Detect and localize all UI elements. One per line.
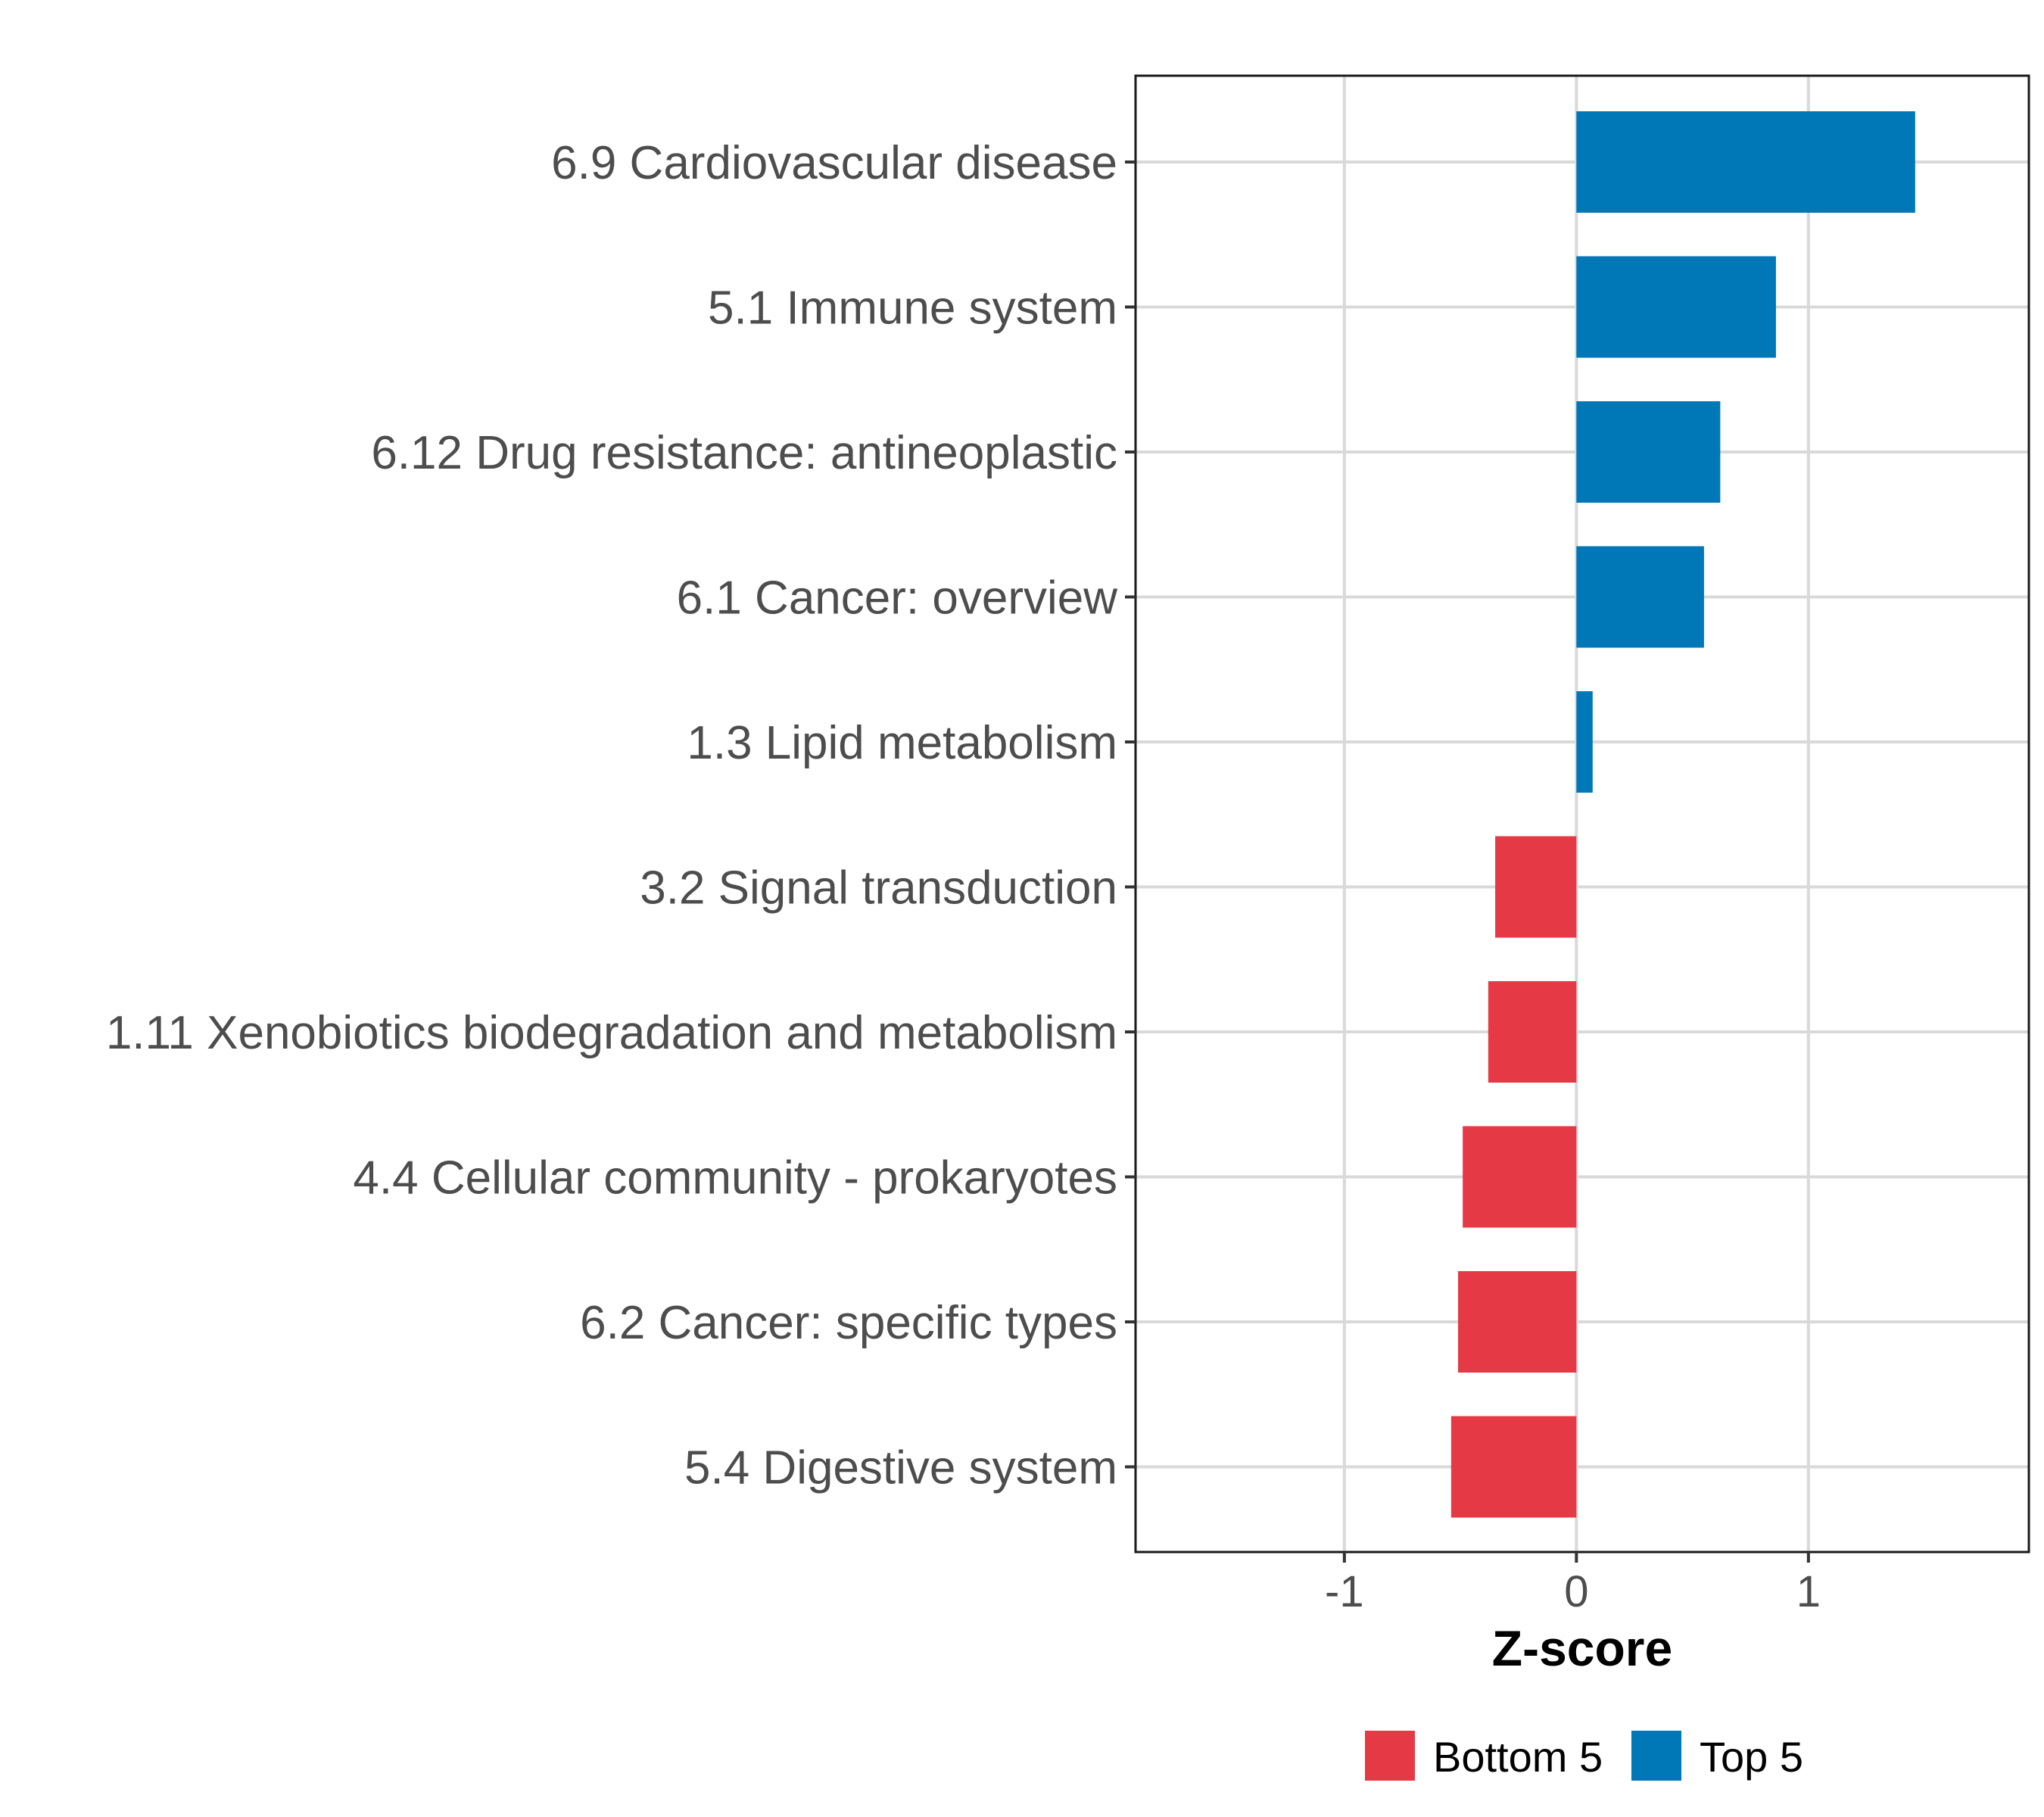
legend-label: Top 5 [1700,1733,1803,1781]
legend-label: Bottom 5 [1433,1733,1603,1781]
bars [1450,111,1915,1518]
x-axis-ticks: -1 0 1 [1325,1552,1821,1616]
legend-swatch [1365,1731,1415,1781]
bar [1463,1126,1577,1228]
legend-swatch [1631,1731,1681,1781]
bar [1576,546,1704,648]
category-label: 5.1 Immune system [708,282,1117,335]
legend: Bottom 5 Top 5 [1365,1731,1803,1781]
bar [1576,401,1721,503]
bar [1458,1271,1577,1373]
x-axis-title: Z-score [1492,1620,1672,1676]
category-label: 6.1 Cancer: overview [677,572,1118,625]
category-label: 1.11 Xenobiotics biodegradation and meta… [106,1007,1117,1059]
category-label: 3.2 Signal transduction [640,862,1117,915]
category-label: 5.4 Digestive system [684,1442,1117,1494]
plot-panel-border [1134,74,2030,1554]
category-label: 6.2 Cancer: specific types [580,1297,1117,1349]
x-tick-label: 1 [1796,1567,1821,1616]
y-axis-ticks: 6.9 Cardiovascular disease 5.1 Immune sys… [106,137,1136,1494]
category-label: 6.9 Cardiovascular disease [551,137,1117,189]
bar [1495,836,1577,938]
bar [1488,981,1577,1083]
category-label: 4.4 Cellular community - prokaryotes [353,1152,1117,1205]
bar [1450,1416,1577,1518]
x-tick-label: -1 [1325,1567,1364,1616]
category-label: 1.3 Lipid metabolism [687,717,1117,769]
x-tick-label: 0 [1564,1567,1588,1616]
bar [1576,256,1776,358]
category-label: 6.12 Drug resistance: antineoplastic [371,427,1117,479]
bar [1576,691,1593,793]
bar [1576,111,1915,213]
